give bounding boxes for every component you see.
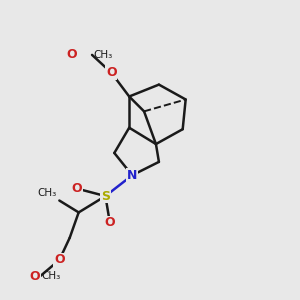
Text: CH₃: CH₃ xyxy=(94,50,113,60)
Text: O: O xyxy=(105,216,115,229)
Text: O: O xyxy=(54,254,65,266)
Text: O: O xyxy=(72,182,83,195)
Text: S: S xyxy=(101,190,110,202)
Text: O: O xyxy=(106,66,117,79)
Text: O: O xyxy=(29,270,40,283)
Text: CH₃: CH₃ xyxy=(41,271,61,281)
Text: O: O xyxy=(67,48,77,62)
Text: CH₃: CH₃ xyxy=(37,188,56,198)
Text: N: N xyxy=(127,169,137,182)
